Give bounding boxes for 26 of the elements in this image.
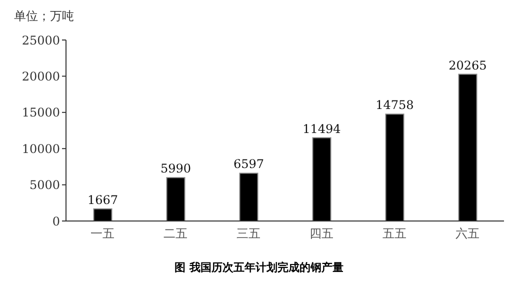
x-tick-label: 一五 xyxy=(90,226,114,241)
y-tick-label: 0 xyxy=(52,214,60,228)
data-label: 11494 xyxy=(302,122,342,136)
bar xyxy=(312,137,332,221)
data-label: 20265 xyxy=(448,58,487,72)
bar xyxy=(93,208,112,221)
data-label: 5990 xyxy=(160,162,192,176)
bar xyxy=(166,177,186,221)
bar xyxy=(458,74,478,221)
y-tick-label: 5000 xyxy=(29,178,60,192)
x-tick-label: 五五 xyxy=(382,226,406,241)
bar xyxy=(239,172,258,221)
x-tick-label: 四五 xyxy=(310,226,334,241)
x-tick-label: 六五 xyxy=(456,226,480,241)
bar xyxy=(385,114,404,221)
data-label: 14758 xyxy=(376,98,414,112)
y-tick-label: 15000 xyxy=(22,106,60,120)
data-label: 1667 xyxy=(87,192,118,207)
x-tick-label: 二五 xyxy=(164,226,188,241)
y-tick-label: 10000 xyxy=(22,142,60,156)
data-label: 6597 xyxy=(233,157,264,172)
y-tick-label: 20000 xyxy=(22,69,60,84)
y-tick-label: 25000 xyxy=(22,33,60,48)
text: 图 我国历次五年计划完成的钢产量 xyxy=(174,260,344,275)
x-tick-label: 三五 xyxy=(236,226,260,241)
y-axis-title: 单位；万吨 xyxy=(14,8,74,25)
